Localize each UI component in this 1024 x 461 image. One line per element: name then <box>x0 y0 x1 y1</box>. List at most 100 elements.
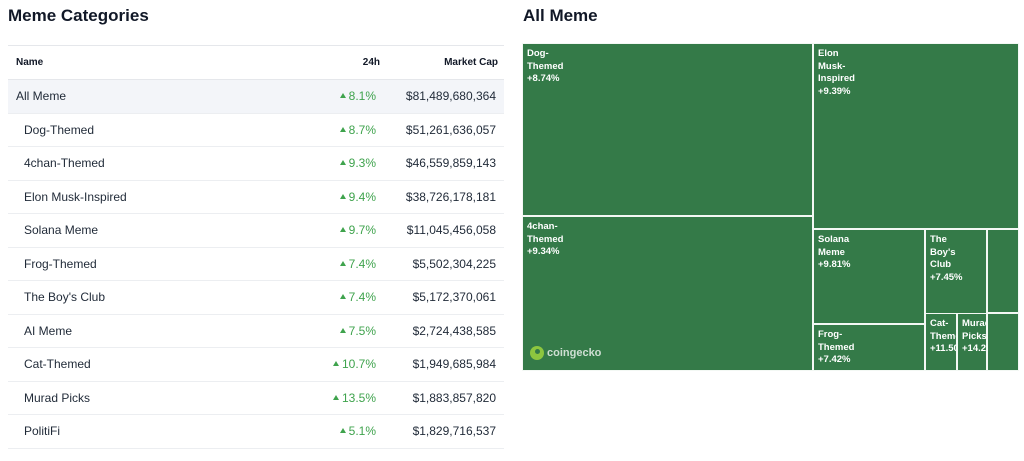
market-cap: $2,724,438,585 <box>412 323 496 338</box>
caret-up-icon <box>339 227 346 233</box>
market-cap: $1,829,716,537 <box>412 424 496 439</box>
change-24h: 8.7% <box>296 123 386 137</box>
header-24h[interactable]: 24h <box>362 57 380 68</box>
treemap-tile[interactable]: Cat- Themed +11.50% <box>925 313 957 371</box>
tile-name: Solana Meme <box>818 234 850 258</box>
category-name[interactable]: The Boy's Club <box>24 290 105 305</box>
caret-up-icon <box>339 126 346 132</box>
tile-name: The Boy's Club <box>930 234 956 270</box>
tile-change: +9.81% <box>818 259 851 270</box>
change-24h: 9.4% <box>296 190 386 204</box>
all-meme-treemap: Dog- Themed +8.74% Elon Musk- Inspired +… <box>522 43 1019 371</box>
market-cap: $5,172,370,061 <box>412 290 496 305</box>
caret-up-icon <box>332 394 339 400</box>
change-value: 8.1% <box>348 89 376 104</box>
category-name[interactable]: Frog-Themed <box>24 256 97 271</box>
table-row[interactable]: 4chan-Themed 9.3% $46,559,859,143 <box>8 147 504 181</box>
category-name[interactable]: Elon Musk-Inspired <box>24 189 127 204</box>
tile-name: 4chan- Themed <box>527 221 564 245</box>
category-name[interactable]: Solana Meme <box>24 223 99 238</box>
change-24h: 7.5% <box>296 324 386 338</box>
table-row[interactable]: AI Meme 7.5% $2,724,438,585 <box>8 315 504 348</box>
change-value: 9.3% <box>348 156 376 171</box>
market-cap: $81,489,680,364 <box>405 89 496 104</box>
treemap-tile[interactable] <box>987 229 1019 313</box>
change-24h: 7.4% <box>296 290 386 304</box>
tile-change: +9.34% <box>527 246 560 257</box>
change-value: 7.5% <box>348 323 376 338</box>
change-24h: 10.7% <box>296 357 386 371</box>
header-name[interactable]: Name <box>16 57 44 68</box>
meme-categories-table: Name 24h Market Cap All Meme 8.1% $81,489,… <box>8 45 504 449</box>
category-name[interactable]: Cat-Themed <box>24 357 91 372</box>
category-name[interactable]: AI Meme <box>24 323 73 338</box>
treemap-tile[interactable]: Murad Picks +14.25% <box>957 313 987 371</box>
treemap-tile[interactable]: Solana Meme +9.81% <box>813 229 925 324</box>
category-name[interactable]: PolitiFi <box>24 424 61 439</box>
category-name[interactable]: Dog-Themed <box>24 122 95 137</box>
caret-up-icon <box>332 361 339 367</box>
change-value: 8.7% <box>348 122 376 137</box>
change-value: 7.4% <box>348 290 376 305</box>
table-row[interactable]: Frog-Themed 7.4% $5,502,304,225 <box>8 248 504 281</box>
tile-name: Dog- Themed <box>527 48 564 72</box>
caret-up-icon <box>339 193 346 199</box>
table-row[interactable]: The Boy's Club 7.4% $5,172,370,061 <box>8 281 504 315</box>
treemap-tile[interactable]: 4chan- Themed +9.34% <box>522 216 813 371</box>
treemap-tile[interactable]: Elon Musk- Inspired +9.39% <box>813 43 1019 229</box>
treemap-tile[interactable]: The Boy's Club +7.45% <box>925 229 987 324</box>
change-value: 10.7% <box>341 357 376 372</box>
change-value: 7.4% <box>348 256 376 271</box>
tile-change: +14.25% <box>962 343 987 354</box>
market-cap: $11,045,456,058 <box>406 223 496 238</box>
caret-up-icon <box>339 260 346 266</box>
header-market-cap[interactable]: Market Cap <box>444 57 498 68</box>
category-name[interactable]: 4chan-Themed <box>24 156 105 171</box>
change-24h: 8.1% <box>296 89 386 103</box>
caret-up-icon <box>339 327 346 333</box>
change-value: 5.1% <box>348 424 376 439</box>
table-row[interactable]: PolitiFi 5.1% $1,829,716,537 <box>8 415 504 449</box>
caret-up-icon <box>339 93 346 99</box>
table-row[interactable]: Cat-Themed 10.7% $1,949,685,984 <box>8 348 504 382</box>
tile-change: +8.74% <box>527 73 560 84</box>
change-24h: 5.1% <box>296 424 386 438</box>
treemap-tile[interactable] <box>987 313 1019 371</box>
category-name[interactable]: Murad Picks <box>24 390 91 405</box>
market-cap: $51,261,636,057 <box>405 122 496 137</box>
coingecko-logo: coingecko <box>530 346 601 360</box>
market-cap: $1,949,685,984 <box>412 357 496 372</box>
table-row[interactable]: Murad Picks 13.5% $1,883,857,820 <box>8 382 504 415</box>
tile-change: +7.45% <box>930 271 963 283</box>
tile-name: Frog- Themed <box>818 329 855 353</box>
market-cap: $1,883,857,820 <box>412 390 496 405</box>
tile-change: +7.42% <box>818 354 851 365</box>
caret-up-icon <box>339 294 346 300</box>
tile-name: Elon Musk- Inspired <box>818 48 855 84</box>
change-24h: 9.3% <box>296 156 386 170</box>
market-cap: $46,559,859,143 <box>405 156 496 171</box>
tile-change: +11.50% <box>930 343 956 354</box>
treemap-title: All Meme <box>523 6 598 25</box>
market-cap: $5,502,304,225 <box>412 256 496 271</box>
change-24h: 7.4% <box>296 257 386 271</box>
tile-name: Murad Picks <box>962 318 987 342</box>
caret-up-icon <box>339 428 346 434</box>
tile-name: Cat- Themed <box>930 318 956 342</box>
table-row[interactable]: Solana Meme 9.7% $11,045,456,058 <box>8 214 504 248</box>
table-row[interactable]: All Meme 8.1% $81,489,680,364 <box>8 80 504 114</box>
change-value: 9.4% <box>348 189 376 204</box>
meme-categories-title: Meme Categories <box>8 6 149 25</box>
change-24h: 13.5% <box>296 391 386 405</box>
table-header: Name 24h Market Cap <box>8 46 504 80</box>
table-row[interactable]: Elon Musk-Inspired 9.4% $38,726,178,181 <box>8 181 504 214</box>
coingecko-logo-text: coingecko <box>547 347 602 359</box>
change-value: 13.5% <box>341 390 376 405</box>
treemap-tile[interactable]: Dog- Themed +8.74% <box>522 43 813 216</box>
tile-change: +9.39% <box>818 85 851 97</box>
category-name[interactable]: All Meme <box>16 89 67 104</box>
market-cap: $38,726,178,181 <box>405 189 496 204</box>
table-row[interactable]: Dog-Themed 8.7% $51,261,636,057 <box>8 114 504 147</box>
change-value: 9.7% <box>348 223 376 238</box>
treemap-tile[interactable]: Frog- Themed +7.42% <box>813 324 925 371</box>
